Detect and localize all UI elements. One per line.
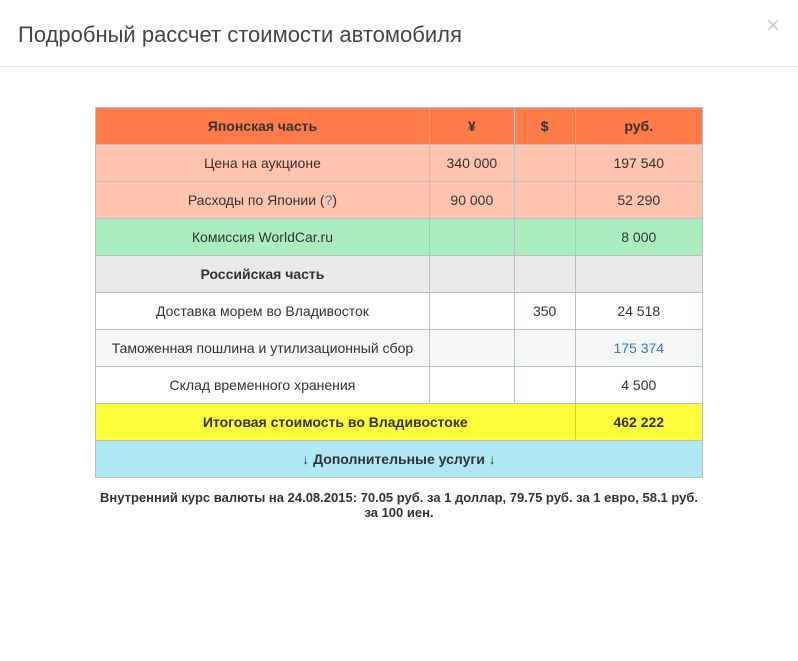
extra-services-toggle[interactable]: ↓ Дополнительные услуги ↓ — [96, 441, 703, 478]
cell-yen — [429, 293, 514, 330]
cell-usd — [514, 182, 575, 219]
total-label: Итоговая стоимость во Владивостоке — [96, 404, 576, 441]
cell-yen — [429, 330, 514, 367]
cell-label: Склад временного хранения — [96, 367, 430, 404]
cost-table: Японская часть ¥ $ руб. Цена на аукционе… — [95, 107, 703, 478]
row-storage: Склад временного хранения 4 500 — [96, 367, 703, 404]
header-yen: ¥ — [429, 108, 514, 145]
modal-title: Подробный рассчет стоимости автомобиля — [18, 22, 780, 48]
cell-usd — [514, 145, 575, 182]
cell-rub: 4 500 — [575, 367, 702, 404]
modal-body: Японская часть ¥ $ руб. Цена на аукционе… — [0, 67, 798, 530]
row-total: Итоговая стоимость во Владивостоке 462 2… — [96, 404, 703, 441]
header-russia-section: Российская часть — [96, 256, 430, 293]
header-usd: $ — [514, 108, 575, 145]
cell-empty — [514, 256, 575, 293]
exchange-rate-note: Внутренний курс валюты на 24.08.2015: 70… — [95, 490, 703, 520]
cell-label: Комиссия WorldCar.ru — [96, 219, 430, 256]
row-extra-services[interactable]: ↓ Дополнительные услуги ↓ — [96, 441, 703, 478]
cell-yen — [429, 367, 514, 404]
cell-yen: 90 000 — [429, 182, 514, 219]
cell-rub: 24 518 — [575, 293, 702, 330]
row-japan-expenses: Расходы по Японии (?) 90 000 52 290 — [96, 182, 703, 219]
label-text: Расходы по Японии ( — [188, 192, 325, 208]
row-commission: Комиссия WorldCar.ru 8 000 — [96, 219, 703, 256]
cell-label: Доставка морем во Владивосток — [96, 293, 430, 330]
header-japan-section: Японская часть — [96, 108, 430, 145]
cell-label: Расходы по Японии (?) — [96, 182, 430, 219]
table-header-row: Японская часть ¥ $ руб. — [96, 108, 703, 145]
cell-rub-link[interactable]: 175 374 — [575, 330, 702, 367]
label-text: ) — [332, 192, 337, 208]
cell-empty — [575, 256, 702, 293]
total-rub: 462 222 — [575, 404, 702, 441]
row-auction: Цена на аукционе 340 000 197 540 — [96, 145, 703, 182]
cell-empty — [429, 256, 514, 293]
cell-rub: 52 290 — [575, 182, 702, 219]
cell-yen — [429, 219, 514, 256]
modal-header: Подробный рассчет стоимости автомобиля × — [0, 0, 798, 67]
cell-usd — [514, 367, 575, 404]
row-customs: Таможенная пошлина и утилизационный сбор… — [96, 330, 703, 367]
cell-usd: 350 — [514, 293, 575, 330]
close-icon[interactable]: × — [766, 14, 780, 38]
cell-usd — [514, 330, 575, 367]
cell-yen: 340 000 — [429, 145, 514, 182]
row-russia-header: Российская часть — [96, 256, 703, 293]
cell-label: Таможенная пошлина и утилизационный сбор — [96, 330, 430, 367]
cell-rub: 8 000 — [575, 219, 702, 256]
cell-usd — [514, 219, 575, 256]
row-sea-delivery: Доставка морем во Владивосток 350 24 518 — [96, 293, 703, 330]
cell-label: Цена на аукционе — [96, 145, 430, 182]
header-rub: руб. — [575, 108, 702, 145]
cost-modal: Подробный рассчет стоимости автомобиля ×… — [0, 0, 798, 661]
cell-rub: 197 540 — [575, 145, 702, 182]
